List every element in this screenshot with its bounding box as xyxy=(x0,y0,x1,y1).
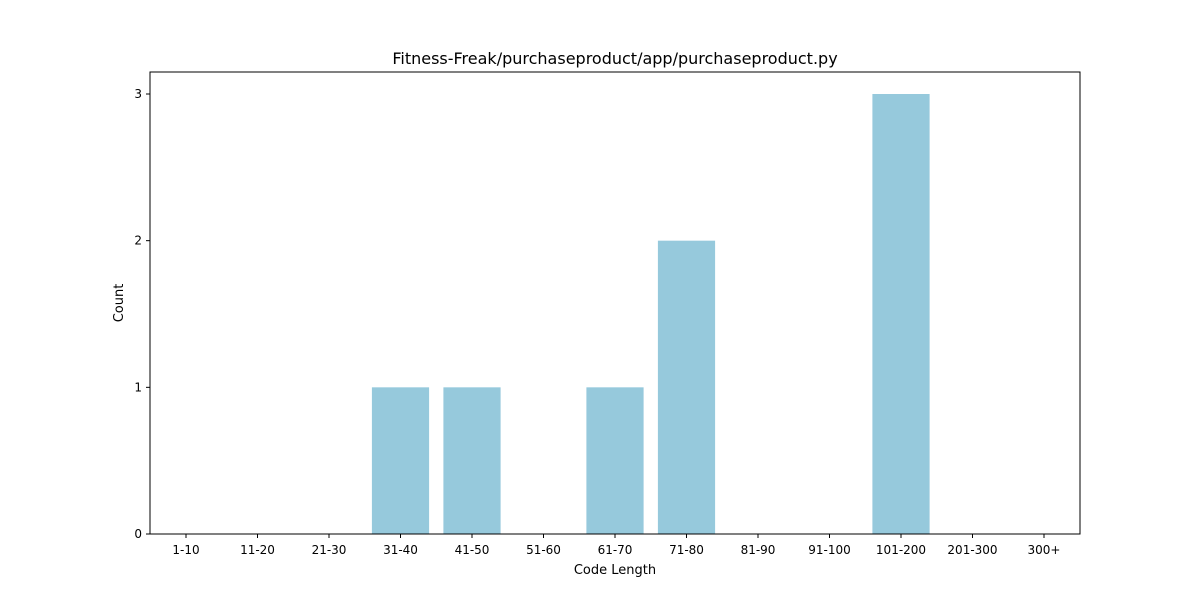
y-tick-label: 0 xyxy=(134,527,142,541)
y-axis-ticks: 0 1 2 3 xyxy=(134,87,150,541)
x-tick-label: 1-10 xyxy=(172,543,199,557)
x-tick-label: 101-200 xyxy=(876,543,926,557)
x-tick-label: 201-300 xyxy=(947,543,997,557)
x-tick-label: 300+ xyxy=(1028,543,1061,557)
x-tick-label: 31-40 xyxy=(383,543,418,557)
bar-31-40 xyxy=(371,387,430,534)
bar-101-200 xyxy=(872,94,930,534)
bar-71-80 xyxy=(657,240,716,535)
x-tick-label: 41-50 xyxy=(455,543,490,557)
x-axis-ticks: 1-10 11-20 21-30 31-40 41-50 51-60 61-70 71-80 8… xyxy=(172,534,1060,557)
y-axis-label: Count xyxy=(112,284,127,323)
bar-41-50 xyxy=(443,387,501,534)
x-tick-label: 81-90 xyxy=(741,543,776,557)
bar-61-70 xyxy=(586,387,644,534)
x-tick-label: 71-80 xyxy=(669,543,704,557)
y-tick-label: 2 xyxy=(134,234,142,248)
x-tick-label: 91-100 xyxy=(808,543,851,557)
x-tick-label: 51-60 xyxy=(526,543,561,557)
y-tick-label: 1 xyxy=(134,380,142,394)
chart-title: Fitness-Freak/purchaseproduct/app/purcha… xyxy=(392,49,837,68)
bars-layer xyxy=(371,94,930,535)
x-tick-label: 61-70 xyxy=(598,543,633,557)
x-axis-label: Code Length xyxy=(574,563,656,578)
x-tick-label: 21-30 xyxy=(312,543,347,557)
x-tick-label: 11-20 xyxy=(240,543,275,557)
y-tick-label: 3 xyxy=(134,87,142,101)
